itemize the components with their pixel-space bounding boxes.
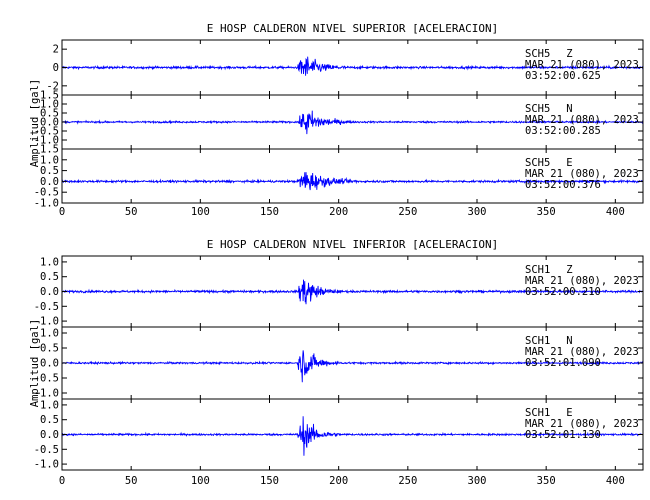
record-date: MAR 21 (080), 2023 [525,418,639,430]
x-tick-label: 0 [59,206,65,218]
y-tick-label: 1.0 [40,256,59,268]
record-date: MAR 21 (080), 2023 [525,275,639,287]
x-tick-label: 350 [537,475,556,487]
y-tick-label: -1.0 [34,388,59,400]
y-tick-label: -2 [46,80,59,92]
x-tick-label: 150 [260,206,279,218]
waveform-line [61,110,644,135]
station-label: SCH1 E [525,407,573,419]
station-label: SCH5 N [525,103,573,115]
station-code: SCH1 [525,264,550,276]
station-label: SCH1 Z [525,264,573,276]
record-time: 03:52:00.625 [525,70,601,82]
x-tick-label: 0 [59,475,65,487]
chart-title: E HOSP CALDERON NIVEL INFERIOR [ACELERAC… [207,238,498,251]
x-tick-label: 250 [398,475,417,487]
x-tick-label: 250 [398,206,417,218]
station-code: SCH5 [525,48,550,60]
y-tick-label: 0.0 [40,358,59,370]
x-tick-label: 50 [125,206,138,218]
component-code: Z [566,264,572,276]
x-tick-label: 400 [606,206,625,218]
waveform-line [61,172,644,191]
waveform-line [61,279,644,305]
station-code: SCH5 [525,103,550,115]
component-code: Z [566,48,572,60]
record-time: 03:52:00.285 [525,125,601,137]
waveform-line [61,56,644,76]
y-tick-label: -1.0 [34,316,59,328]
y-tick-label: 0.5 [40,343,59,355]
x-tick-label: 300 [468,475,487,487]
panel-frame [61,148,644,204]
y-tick-label: 1.5 [40,90,59,102]
component-code: E [566,157,572,169]
chart-block-1: E HOSP CALDERON NIVEL SUPERIOR [ACELERAC… [29,22,644,218]
station-code: SCH1 [525,407,550,419]
y-tick-label: 0.5 [40,165,59,177]
y-axis-label: Amplitud [gal] [29,79,41,168]
y-tick-label: 0.5 [40,108,59,120]
y-tick-label: 0.0 [40,286,59,298]
y-tick-label: 0.5 [40,271,59,283]
y-tick-label: -1.0 [34,459,59,471]
component-code: N [566,103,572,115]
x-tick-label: 300 [468,206,487,218]
y-tick-label: 1.0 [40,154,59,166]
record-date: MAR 21 (080), 2023 [525,168,639,180]
y-tick-label: -0.5 [34,444,59,456]
x-tick-label: 50 [125,475,138,487]
y-tick-label: 0.0 [40,429,59,441]
waveform-line [61,416,644,456]
y-tick-label: -1.0 [34,135,59,147]
record-time: 03:52:00.210 [525,286,601,298]
record-time: 03:52:01.090 [525,357,601,369]
y-tick-label: 1.5 [40,144,59,156]
chart-block-2: E HOSP CALDERON NIVEL INFERIOR [ACELERAC… [29,238,644,487]
component-code: N [566,335,572,347]
x-tick-label: 400 [606,475,625,487]
station-code: SCH1 [525,335,550,347]
x-tick-label: 100 [191,206,210,218]
record-date: MAR 21 (080), 2023 [525,59,639,71]
y-axis-label: Amplitud [gal] [29,319,41,408]
y-tick-label: -0.5 [34,126,59,138]
record-date: MAR 21 (080), 2023 [525,346,639,358]
y-tick-label: 1.0 [40,328,59,340]
y-tick-label: 1.0 [40,99,59,111]
x-tick-label: 350 [537,206,556,218]
y-tick-label: 0.0 [40,117,59,129]
station-label: SCH5 E [525,157,573,169]
y-tick-label: 0.5 [40,414,59,426]
station-label: SCH1 N [525,335,573,347]
y-tick-label: 2 [53,44,59,56]
record-time: 03:52:01.130 [525,429,601,441]
record-time: 03:52:00.376 [525,179,601,191]
station-label: SCH5 Z [525,48,573,60]
x-tick-label: 200 [329,206,348,218]
y-tick-label: -0.5 [34,301,59,313]
station-code: SCH5 [525,157,550,169]
component-code: E [566,407,572,419]
y-tick-label: -1.0 [34,198,59,210]
record-date: MAR 21 (080), 2023 [525,114,639,126]
chart-title: E HOSP CALDERON NIVEL SUPERIOR [ACELERAC… [207,22,498,35]
x-tick-label: 200 [329,475,348,487]
x-tick-label: 100 [191,475,210,487]
y-tick-label: 0.0 [40,176,59,188]
y-tick-label: 0 [53,62,59,74]
waveform-line [61,350,644,383]
x-tick-label: 150 [260,475,279,487]
y-tick-label: -0.5 [34,373,59,385]
y-tick-label: 1.0 [40,399,59,411]
y-tick-label: -0.5 [34,187,59,199]
